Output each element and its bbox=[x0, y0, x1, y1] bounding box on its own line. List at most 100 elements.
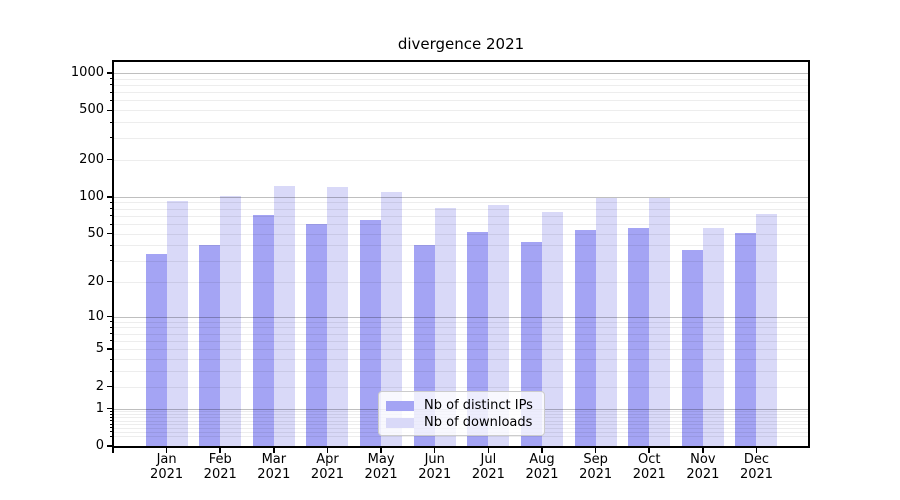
bar-downloads-nov bbox=[702, 227, 724, 446]
y-tick-mark bbox=[107, 232, 112, 235]
bar-distinct-ips-mar bbox=[252, 215, 274, 446]
y-minor-tick-mark bbox=[110, 431, 113, 433]
x-tick-month: Aug bbox=[529, 452, 555, 467]
y-minor-tick-mark bbox=[110, 78, 113, 80]
y-tick-mark bbox=[107, 348, 112, 350]
y-minor-tick-mark bbox=[110, 260, 113, 262]
legend-item-distinct-ips: Nb of distinct IPs bbox=[386, 398, 536, 414]
x-tick-label-jan: Jan 2021 bbox=[139, 452, 195, 482]
x-tick-year: 2021 bbox=[632, 466, 666, 482]
y-minor-tick-mark bbox=[110, 427, 113, 429]
bar-downloads-oct bbox=[649, 198, 671, 446]
x-tick-mark bbox=[165, 448, 168, 453]
x-tick-month: Jan bbox=[156, 452, 177, 467]
x-tick-year: 2021 bbox=[686, 466, 720, 482]
y-minor-tick-mark bbox=[110, 215, 113, 217]
legend-swatch-distinct-ips bbox=[386, 401, 414, 411]
y-minor-tick-mark bbox=[110, 370, 113, 372]
x-tick-month: Feb bbox=[208, 452, 232, 467]
bar-distinct-ips-dec bbox=[735, 232, 757, 446]
x-tick-label-aug: Aug 2021 bbox=[514, 452, 570, 482]
y-minor-tick-mark bbox=[110, 121, 113, 123]
x-tick-label-jun: Jun 2021 bbox=[407, 452, 463, 482]
y-tick-label-2: 2 bbox=[95, 378, 104, 394]
y-tick-label-5: 5 bbox=[95, 341, 104, 357]
bar-distinct-ips-may bbox=[360, 219, 382, 446]
x-tick-year: 2021 bbox=[739, 466, 774, 482]
bar-distinct-ips-sep bbox=[574, 229, 596, 446]
y-tick-label-100: 100 bbox=[79, 188, 104, 204]
bar-distinct-ips-apr bbox=[306, 224, 328, 446]
x-tick-label-feb: Feb 2021 bbox=[192, 452, 248, 482]
x-tick-year: 2021 bbox=[579, 466, 613, 482]
x-tick-label-nov: Nov 2021 bbox=[675, 452, 731, 482]
bar-distinct-ips-feb bbox=[199, 245, 221, 446]
x-tick-year: 2021 bbox=[418, 466, 452, 482]
y-tick-mark bbox=[107, 385, 112, 388]
x-tick-mark bbox=[541, 448, 543, 453]
bar-distinct-ips-oct bbox=[628, 227, 650, 446]
x-tick-year: 2021 bbox=[257, 466, 291, 482]
bar-downloads-jun bbox=[434, 208, 456, 446]
y-minor-tick-mark bbox=[110, 416, 113, 418]
y-minor-tick-mark bbox=[110, 333, 113, 335]
x-tick-month: Apr bbox=[316, 452, 339, 467]
bar-distinct-ips-nov bbox=[681, 249, 703, 446]
y-minor-tick-mark bbox=[110, 358, 113, 360]
legend: Nb of distinct IPs Nb of downloads bbox=[378, 391, 545, 436]
x-tick-mark bbox=[112, 448, 114, 453]
legend-swatch-downloads bbox=[386, 418, 414, 428]
y-minor-tick-mark bbox=[110, 99, 113, 101]
legend-item-downloads: Nb of downloads bbox=[386, 415, 536, 431]
x-tick-mark bbox=[755, 448, 758, 453]
x-tick-month: Dec bbox=[743, 452, 770, 467]
legend-label-distinct-ips: Nb of distinct IPs bbox=[424, 398, 533, 413]
x-tick-label-mar: Mar 2021 bbox=[246, 452, 302, 482]
x-tick-label-apr: Apr 2021 bbox=[299, 452, 355, 482]
x-tick-label-jul: Jul 2021 bbox=[460, 452, 516, 482]
chart-title: divergence 2021 bbox=[397, 35, 525, 53]
bar-downloads-may bbox=[381, 191, 403, 446]
x-tick-month: Nov bbox=[690, 452, 716, 467]
bar-downloads-apr bbox=[327, 186, 349, 446]
plot-area bbox=[112, 60, 810, 448]
y-minor-tick-mark bbox=[110, 201, 113, 203]
y-tick-mark bbox=[107, 315, 112, 318]
bar-downloads-feb bbox=[220, 195, 242, 446]
x-tick-mark bbox=[326, 448, 329, 453]
bar-downloads-mar bbox=[273, 186, 295, 446]
y-minor-tick-mark bbox=[110, 244, 113, 246]
y-minor-tick-mark bbox=[110, 435, 113, 437]
x-tick-label-may: May 2021 bbox=[353, 452, 409, 482]
y-minor-tick-mark bbox=[110, 208, 113, 210]
y-tick-label-200: 200 bbox=[79, 151, 104, 167]
x-tick-year: 2021 bbox=[471, 466, 505, 482]
x-tick-mark bbox=[273, 448, 275, 453]
x-tick-month: May bbox=[367, 452, 395, 467]
bar-downloads-sep bbox=[595, 198, 617, 446]
y-tick-label-1000: 1000 bbox=[70, 64, 104, 80]
y-tick-mark bbox=[107, 407, 112, 410]
y-tick-mark bbox=[107, 109, 112, 112]
x-tick-month: Jul bbox=[480, 452, 497, 467]
y-tick-mark bbox=[107, 158, 112, 161]
x-tick-year: 2021 bbox=[310, 466, 345, 482]
x-tick-mark bbox=[594, 448, 597, 453]
y-minor-tick-mark bbox=[110, 321, 113, 323]
y-minor-tick-mark bbox=[110, 340, 113, 342]
x-tick-year: 2021 bbox=[150, 466, 184, 482]
x-tick-month: Oct bbox=[637, 452, 661, 467]
y-minor-tick-mark bbox=[110, 84, 113, 86]
bar-distinct-ips-jan bbox=[145, 254, 167, 446]
y-tick-label-20: 20 bbox=[87, 273, 104, 289]
bar-downloads-aug bbox=[541, 212, 563, 446]
legend-label-downloads: Nb of downloads bbox=[424, 415, 533, 430]
y-tick-label-500: 500 bbox=[79, 102, 104, 118]
x-tick-year: 2021 bbox=[364, 466, 398, 482]
x-tick-label-sep: Sep 2021 bbox=[568, 452, 624, 482]
x-tick-label-dec: Dec 2021 bbox=[728, 452, 784, 482]
x-tick-mark bbox=[380, 448, 382, 453]
y-tick-label-1: 1 bbox=[95, 400, 104, 416]
y-minor-tick-mark bbox=[110, 410, 113, 412]
